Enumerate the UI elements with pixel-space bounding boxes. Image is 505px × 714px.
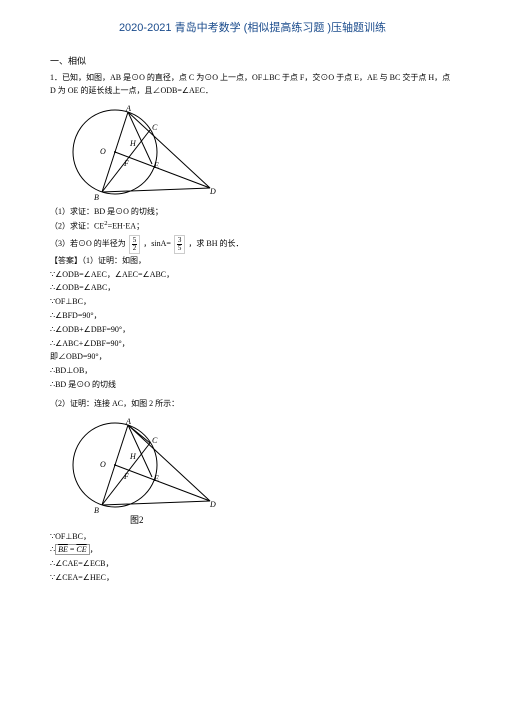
q2-text-b: =EH·EA； — [108, 222, 145, 231]
svg-text:H: H — [129, 139, 137, 148]
proof-line: ∴∠BFD=90°， — [50, 310, 455, 323]
q3-text-a: （3）若⊙O 的半径为 — [50, 238, 126, 251]
proof-line: ∵OF⊥BC， — [50, 531, 455, 544]
svg-text:F: F — [123, 472, 129, 481]
svg-text:C: C — [152, 123, 158, 132]
proof-line: ∴∠ODB=∠ABC， — [50, 282, 455, 295]
figure-1: A C O H F E B D — [60, 102, 455, 202]
arc-be: BE = CE — [55, 544, 90, 555]
fraction-2: 35 — [174, 235, 186, 254]
answer-heading: 【答案】（1）证明：如图， — [50, 255, 455, 268]
svg-text:B: B — [94, 193, 99, 202]
svg-text:D: D — [209, 187, 216, 196]
proof-line: ∴∠CAE=∠ECB， — [50, 558, 455, 571]
svg-text:D: D — [209, 500, 216, 509]
svg-text:C: C — [152, 436, 158, 445]
proof-line: 即∠OBD=90°， — [50, 351, 455, 364]
arc-suffix: ， — [90, 545, 98, 554]
page-title: 2020-2021 青岛中考数学 (相似提高练习题 )压轴题训练 — [50, 20, 455, 37]
svg-text:A: A — [125, 417, 131, 426]
proof-line: ∴BD 是⊙O 的切线 — [50, 379, 455, 392]
svg-text:O: O — [100, 147, 106, 156]
fraction-1: 52 — [129, 235, 141, 254]
svg-text:A: A — [125, 104, 131, 113]
circle-diagram-2: A C O H F E B D 图2 — [60, 415, 220, 527]
proof-line: ∵OF⊥BC， — [50, 296, 455, 309]
svg-text:O: O — [100, 460, 106, 469]
svg-text:B: B — [94, 506, 99, 515]
question-2: （2）求证：CE2=EH·EA； — [50, 219, 455, 233]
proof-line: ∴∠ABC+∠DBF=90°， — [50, 338, 455, 351]
proof-line: ∴BD⊥OB， — [50, 365, 455, 378]
svg-text:E: E — [153, 474, 159, 483]
svg-text:F: F — [123, 159, 129, 168]
proof-line: ∵∠CEA=∠HEC， — [50, 572, 455, 585]
problem-intro: 1．已知，如图，AB 是⊙O 的直径，点 C 为⊙O 上一点，OF⊥BC 于点 … — [50, 72, 455, 98]
q3-text-b: ，sinA= — [143, 238, 171, 251]
svg-text:图2: 图2 — [130, 515, 144, 525]
question-1: （1）求证：BD 是⊙O 的切线； — [50, 206, 455, 219]
proof2-heading: （2）证明：连接 AC，如图 2 所示： — [50, 398, 455, 411]
section-heading: 一、相似 — [50, 55, 455, 69]
proof-line: ∵∠ODB=∠AEC，∠AEC=∠ABC， — [50, 269, 455, 282]
question-3: （3）若⊙O 的半径为 52 ，sinA= 35 ，求 BH 的长． — [50, 235, 455, 254]
proof-line: ∴∠ODB+∠DBF=90°， — [50, 324, 455, 337]
q2-text-a: （2）求证：CE — [50, 222, 104, 231]
document-page: 2020-2021 青岛中考数学 (相似提高练习题 )压轴题训练 一、相似 1．… — [0, 0, 505, 714]
proof-line-arcs: ∴BE = CE， — [50, 544, 455, 557]
svg-text:H: H — [129, 452, 137, 461]
circle-diagram-1: A C O H F E B D — [60, 102, 220, 202]
figure-2: A C O H F E B D 图2 — [60, 415, 455, 527]
svg-text:E: E — [153, 161, 159, 170]
q3-text-c: ，求 BH 的长． — [188, 238, 243, 251]
